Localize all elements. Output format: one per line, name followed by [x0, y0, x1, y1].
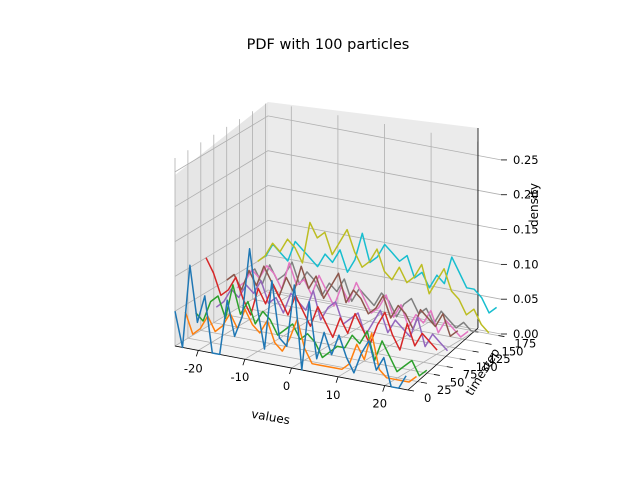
y-tick-mark [472, 350, 479, 353]
x-tick-mark [335, 376, 339, 383]
x-tick-label: -10 [231, 370, 250, 384]
x-tick-mark [242, 359, 246, 366]
y-tick-mark [407, 389, 415, 392]
series-line-4 [205, 257, 438, 351]
z-tick-label: 0.05 [513, 292, 539, 306]
z-axis-label: density [527, 183, 541, 227]
y-tick-label: 175 [514, 337, 536, 351]
z-grid-line [174, 185, 502, 242]
z-tick-label: 0.10 [513, 257, 539, 271]
y-tick-label: 25 [437, 383, 452, 397]
x-tick-mark [195, 350, 199, 357]
y-tick-label: 150 [502, 344, 524, 358]
y-tick-label: 100 [476, 360, 498, 374]
z-grid-line [174, 254, 502, 312]
y-tick-mark [485, 342, 492, 345]
back-pane [268, 102, 478, 328]
z-grid-line [174, 289, 502, 347]
x-tick-mark [289, 367, 292, 375]
y-axis-line [407, 327, 479, 391]
side-pane [175, 102, 268, 346]
y-tick-label: 50 [450, 375, 465, 389]
y-tick-mark [446, 366, 453, 369]
y-tick-label: 0 [424, 391, 431, 405]
z-tick-label: 0.20 [513, 188, 539, 202]
y-tick-label: 125 [489, 352, 511, 366]
x-tick-mark [382, 385, 386, 392]
series-line-9 [257, 221, 490, 334]
series-line-1 [174, 247, 407, 389]
x-tick-label: 10 [326, 388, 341, 402]
z-grid-line [174, 150, 502, 208]
y-tick-mark [433, 374, 440, 376]
z-tick-label: 0.25 [513, 153, 539, 167]
y-tick-label: 75 [463, 368, 478, 382]
x-axis-label: values [250, 407, 291, 428]
y-tick-mark [459, 358, 466, 361]
z-grid-line [174, 115, 502, 173]
series-line-6 [226, 265, 459, 337]
x-tick-label: 0 [283, 379, 290, 393]
x-tick-label: -20 [184, 361, 203, 375]
x-tick-label: 20 [372, 397, 387, 411]
series-layer [174, 221, 498, 389]
y-tick-mark [420, 381, 427, 384]
z-tick-label: 0.00 [513, 327, 539, 341]
series-line-3 [195, 284, 428, 377]
chart-title: PDF with 100 particles [247, 37, 410, 53]
z-tick-label: 0.15 [513, 223, 539, 237]
y-tick-mark [498, 335, 505, 337]
